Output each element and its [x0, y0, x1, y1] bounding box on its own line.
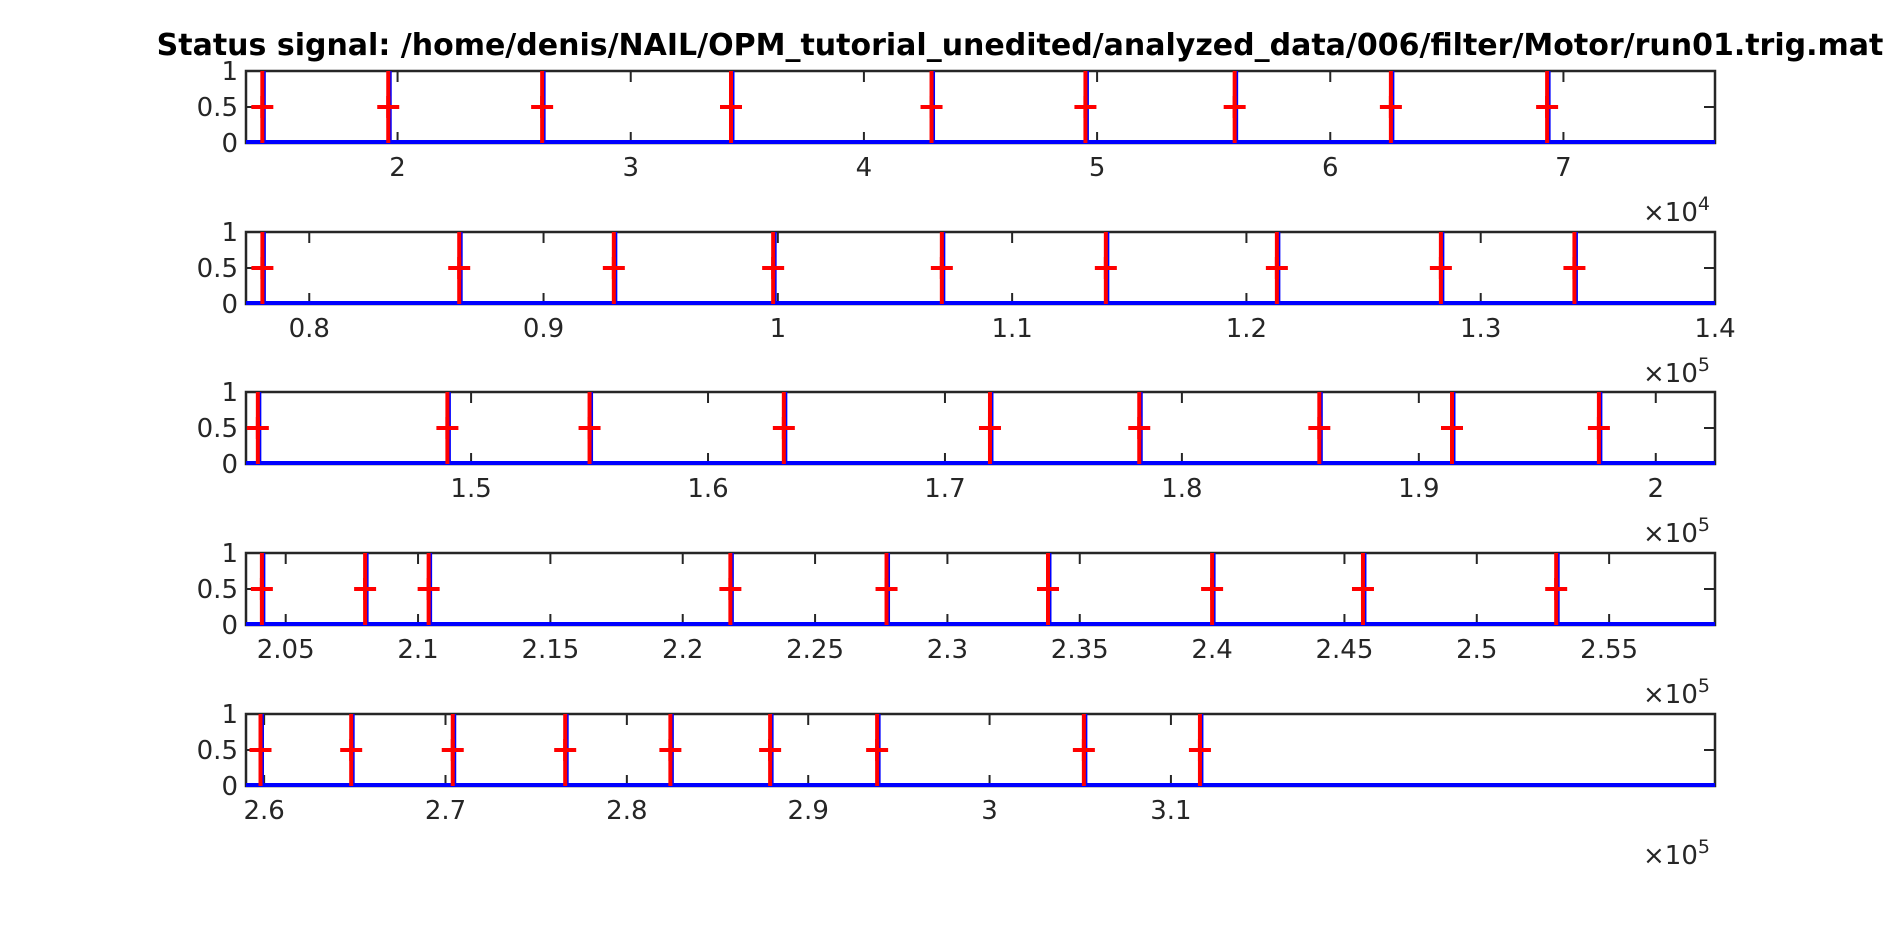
y-tick-label: 1	[221, 218, 238, 248]
y-tick-label: 1	[221, 539, 238, 569]
y-tick-label: 1	[221, 700, 238, 730]
x-tick-label: 2.8	[606, 796, 647, 826]
x-tick-label: 2.55	[1580, 635, 1638, 665]
x-exponent-label: ×105	[1643, 354, 1710, 389]
y-tick-label: 0	[221, 772, 238, 802]
axes-box	[244, 230, 1717, 306]
y-tick-label: 0	[221, 611, 238, 641]
x-tick-label: 2.35	[1051, 635, 1109, 665]
x-tick-label: 3.1	[1150, 796, 1191, 826]
subplot-2: 0.8 0.9 1 1.1 1.2 1.3 1.4 0 0.5 1 ×105	[197, 218, 1736, 389]
x-tick-label: 1.4	[1694, 314, 1735, 344]
y-tick-label: 0.5	[197, 93, 238, 123]
x-tick-label: 2.05	[257, 635, 315, 665]
x-tick-label: 2.9	[788, 796, 829, 826]
x-exponent-label: ×104	[1643, 193, 1710, 228]
subplot-4: 2.05 2.1 2.15 2.2 2.25 2.3 2.35 2.4 2.45 2.5 2.55 0…	[197, 539, 1717, 710]
x-exponent-base: ×10	[1643, 519, 1698, 549]
x-tick-label: 2.5	[1456, 635, 1497, 665]
chart-title: Status signal: /home/denis/NAIL/OPM_tuto…	[157, 28, 1884, 63]
x-tick-label: 2.2	[662, 635, 703, 665]
subplot-5: 2.6 2.7 2.8 2.9 3 3.1 0 0.5 1 ×105	[197, 700, 1717, 871]
x-tick-label: 2	[1647, 474, 1664, 504]
x-tick-label: 2.15	[521, 635, 579, 665]
x-exponent-power: 5	[1698, 675, 1710, 697]
x-exponent-label: ×105	[1643, 675, 1710, 710]
axes-box	[244, 551, 1717, 627]
x-exponent-power: 5	[1698, 514, 1710, 536]
x-tick-label: 1.2	[1226, 314, 1267, 344]
x-tick-label: 1.5	[450, 474, 491, 504]
x-tick-label: 2.1	[397, 635, 438, 665]
y-tick-label: 0	[221, 450, 238, 480]
x-tick-label: 5	[1089, 153, 1106, 183]
x-tick-label: 2.25	[786, 635, 844, 665]
x-tick-label: 1.8	[1161, 474, 1202, 504]
x-tick-label: 7	[1555, 153, 1572, 183]
x-exponent-base: ×10	[1643, 359, 1698, 389]
y-tick-label: 0.5	[197, 254, 238, 284]
x-exponent-base: ×10	[1643, 198, 1698, 228]
x-tick-label: 0.9	[523, 314, 564, 344]
y-tick-label: 1	[221, 378, 238, 408]
x-tick-label: 2.4	[1191, 635, 1232, 665]
axes-box	[244, 69, 1717, 145]
x-exponent-label: ×105	[1643, 836, 1710, 871]
x-tick-label: 2	[389, 153, 406, 183]
x-tick-label: 4	[856, 153, 873, 183]
y-tick-label: 0.5	[197, 736, 238, 766]
x-exponent-label: ×105	[1643, 514, 1710, 549]
subplot-1: 2 3 4 5 6 700.51×104	[197, 57, 1717, 228]
y-tick-label: 1	[221, 57, 238, 87]
x-tick-label: 2.6	[243, 796, 284, 826]
x-tick-label: 1.3	[1460, 314, 1501, 344]
x-tick-label: 1	[770, 314, 787, 344]
x-exponent-base: ×10	[1643, 680, 1698, 710]
y-tick-label: 0	[221, 290, 238, 320]
axes-box	[244, 712, 1717, 788]
x-tick-label: 2.3	[927, 635, 968, 665]
x-tick-label: 2.45	[1315, 635, 1373, 665]
x-tick-label: 1.6	[687, 474, 728, 504]
x-tick-label: 1.9	[1398, 474, 1439, 504]
x-exponent-power: 4	[1698, 193, 1710, 215]
x-tick-label: 1.1	[991, 314, 1032, 344]
subplot-3: 1.5 1.6 1.7 1.8 1.9 2 0 0.5 1 ×105	[197, 378, 1717, 549]
x-tick-label: 2.7	[425, 796, 466, 826]
x-exponent-power: 5	[1698, 836, 1710, 858]
y-tick-label: 0.5	[197, 575, 238, 605]
x-tick-label: 0.8	[289, 314, 330, 344]
x-tick-label: 3	[622, 153, 639, 183]
x-exponent-power: 5	[1698, 354, 1710, 376]
x-tick-label: 3	[981, 796, 998, 826]
x-tick-label: 1.7	[924, 474, 965, 504]
x-exponent-base: ×10	[1643, 841, 1698, 871]
y-tick-label: 0.5	[197, 414, 238, 444]
x-tick-label: 6	[1322, 153, 1339, 183]
y-tick-label: 0	[221, 129, 238, 159]
